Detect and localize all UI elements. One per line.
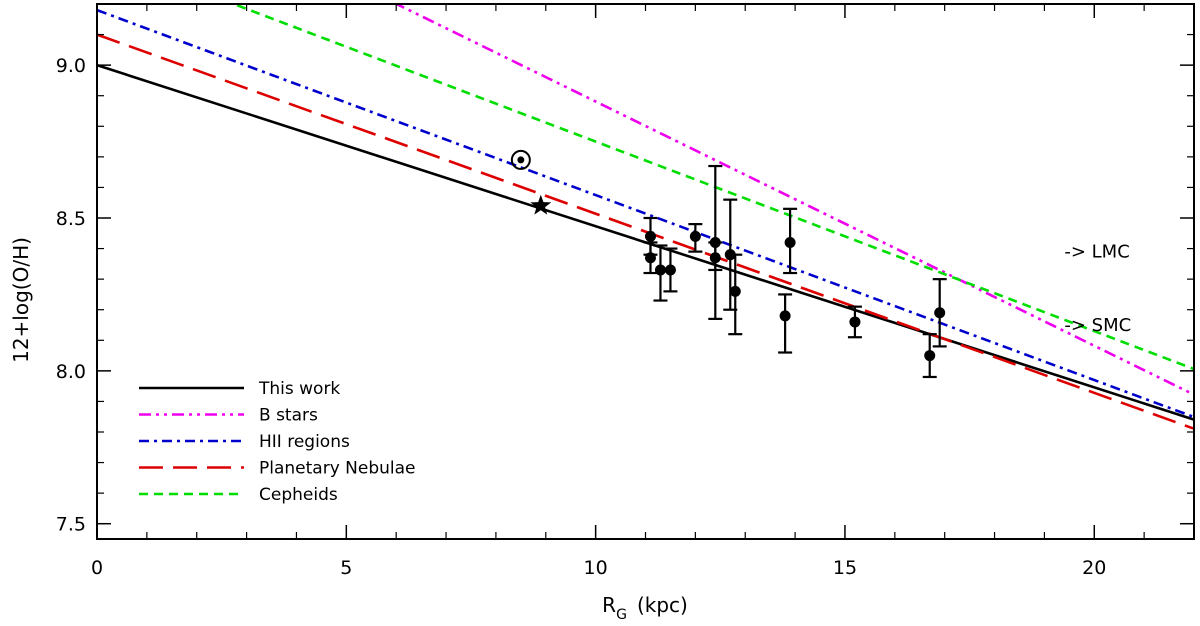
x-tick-label: 0 [91, 557, 103, 579]
annotation-smc: -> SMC [1064, 315, 1131, 336]
x-axis-label: R [602, 593, 616, 617]
error-bars [643, 164, 947, 379]
legend-label-planetary-nebulae: Planetary Nebulae [259, 459, 416, 479]
legend-label-this-work: This work [258, 379, 340, 399]
data-point-12 [849, 316, 861, 328]
data-point-4 [664, 264, 676, 276]
x-tick-label: 5 [340, 557, 352, 579]
data-point-11 [784, 236, 796, 248]
x-axis-subscript: G [616, 607, 627, 623]
star-symbol [530, 194, 552, 215]
legend-label-hii-regions: HII regions [259, 432, 350, 452]
x-tick-label: 10 [584, 557, 608, 579]
series-line-b-stars [393, 4, 1194, 396]
annotations: -> LMC -> SMC [1064, 242, 1131, 336]
series-line-hii-regions [97, 8, 1194, 419]
data-point-2 [644, 252, 656, 264]
y-tick-label: 8.0 [56, 361, 86, 383]
annotation-lmc: -> LMC [1064, 242, 1129, 263]
data-point-9 [729, 285, 741, 297]
y-tick-label: 7.5 [56, 514, 86, 536]
data-point-3 [654, 264, 666, 276]
legend-label-b-stars: B stars [259, 406, 318, 426]
data-point-5 [689, 230, 701, 242]
y-axis-title: 12+log(O/H) [9, 237, 33, 363]
x-tick-label: 15 [833, 557, 857, 579]
data-point-7 [709, 252, 721, 264]
data-point-10 [779, 310, 791, 322]
data-point-14 [934, 307, 946, 319]
sun-symbol-ring [510, 149, 531, 170]
data-point-1 [644, 230, 656, 242]
data-point-6 [709, 236, 721, 248]
data-point-13 [924, 350, 936, 362]
legend-label-cepheids: Cepheids [259, 485, 338, 505]
data-markers [510, 149, 946, 362]
data-point-8 [724, 249, 736, 261]
y-tick-label: 8.5 [56, 208, 86, 230]
tick-labels: 0 5 10 15 20 7.5 8.0 8.5 9.0 [56, 55, 1107, 579]
gradient-lines [97, 4, 1194, 430]
legend: This work B stars HII regions Planetary Neb… [139, 379, 416, 505]
y-tick-label: 9.0 [56, 55, 86, 77]
x-axis-title: RG (kpc) [602, 593, 688, 623]
axis-ticks [96, 3, 1195, 539]
series-line-cepheids [230, 4, 1194, 371]
series-line-planetary-nebulae [97, 33, 1194, 430]
sun-symbol-dot [517, 156, 525, 164]
x-tick-label: 20 [1082, 557, 1106, 579]
x-axis-unit: (kpc) [637, 593, 688, 617]
